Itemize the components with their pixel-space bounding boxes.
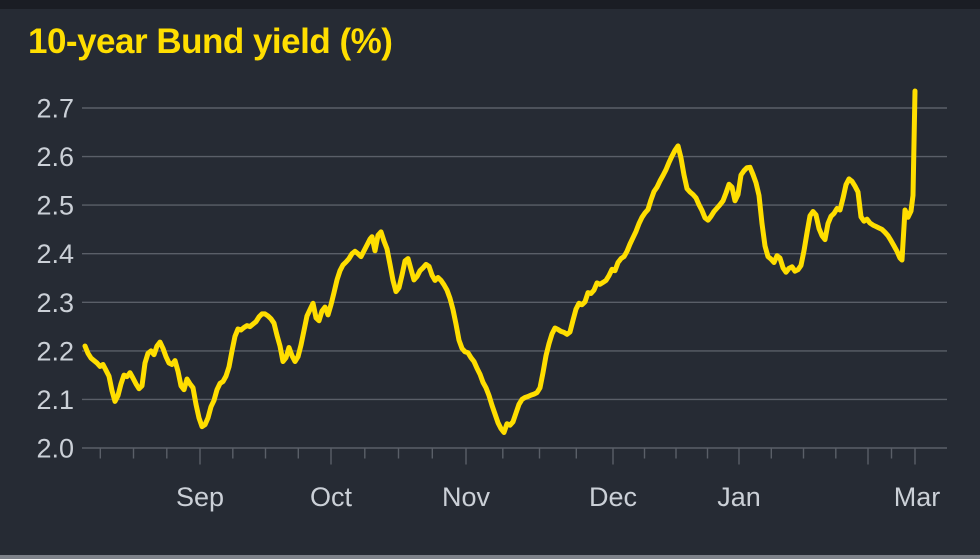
y-tick-label: 2.0 — [36, 434, 74, 464]
top-edge-strip — [0, 0, 980, 9]
gridlines — [82, 107, 947, 449]
y-axis-labels: 2.0 2.1 2.2 2.3 2.4 2.5 2.6 2.7 — [36, 94, 74, 464]
x-tick-label: Sep — [176, 482, 224, 512]
x-tick-label: Mar — [894, 482, 941, 512]
x-tick-label: Nov — [442, 482, 491, 512]
x-tick-label: Dec — [589, 482, 637, 512]
y-tick-label: 2.7 — [36, 94, 74, 124]
y-tick-label: 2.5 — [36, 191, 74, 221]
y-tick-label: 2.4 — [36, 239, 74, 269]
x-tick-label: Oct — [310, 482, 353, 512]
yield-line-series — [82, 88, 918, 435]
x-tick-label: Jan — [717, 482, 761, 512]
chart-title: 10-year Bund yield (%) — [28, 22, 393, 61]
y-tick-label: 2.1 — [36, 385, 74, 415]
y-tick-label: 2.6 — [36, 142, 74, 172]
bottom-edge-strip — [0, 555, 980, 559]
y-tick-label: 2.3 — [36, 288, 74, 318]
y-tick-label: 2.2 — [36, 336, 74, 366]
x-axis-ticks — [99, 448, 916, 465]
x-axis-labels: Sep Oct Nov Dec Jan Mar — [176, 482, 940, 512]
